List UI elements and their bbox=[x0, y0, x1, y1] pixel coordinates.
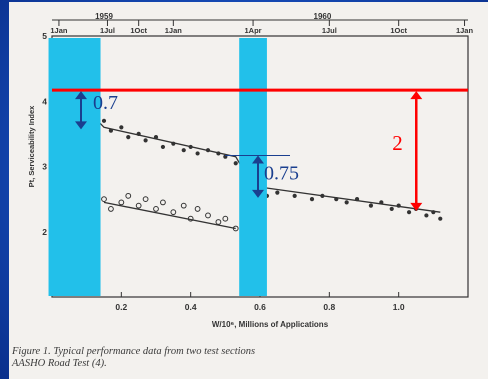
data-point-filled bbox=[143, 138, 148, 143]
data-point-filled bbox=[216, 151, 221, 156]
data-point-filled bbox=[368, 203, 374, 208]
data-point-filled bbox=[354, 197, 360, 202]
data-point-open bbox=[187, 215, 194, 222]
data-point-open bbox=[222, 215, 229, 222]
top-date-label: 1Jul bbox=[322, 26, 337, 35]
y-tick-label: 5 bbox=[42, 31, 47, 41]
data-point-open bbox=[160, 199, 166, 206]
annotations-group: 0.7 0.75 2 bbox=[52, 88, 468, 211]
data-point-filled bbox=[334, 197, 339, 202]
data-point-open bbox=[125, 192, 132, 199]
data-point-open bbox=[135, 202, 142, 209]
data-point-filled bbox=[424, 213, 429, 218]
data-point-filled bbox=[153, 135, 159, 140]
caption-line-1: Figure 1. Typical performance data from … bbox=[12, 346, 256, 357]
data-point-filled bbox=[119, 125, 124, 130]
gap-arrow-2-head-top bbox=[252, 155, 264, 164]
gap-label-2: 0.75 bbox=[264, 162, 299, 184]
data-point-filled bbox=[275, 190, 280, 195]
data-point-filled bbox=[181, 148, 186, 153]
data-point-filled bbox=[160, 144, 166, 150]
top-date-label: 1Apr bbox=[245, 26, 262, 35]
data-point-open bbox=[118, 199, 125, 206]
caption-line-2: AASHO Road Test (4). bbox=[12, 358, 107, 369]
data-point-open bbox=[215, 219, 222, 225]
figure-caption: Figure 1. Typical performance data from … bbox=[12, 346, 482, 370]
x-tick-label: 0.6 bbox=[254, 302, 266, 312]
trend-line-2 bbox=[103, 201, 236, 230]
top-date-label: 1Jul bbox=[100, 26, 115, 35]
data-point-filled bbox=[389, 206, 394, 212]
y-tick-label: 2 bbox=[42, 227, 47, 237]
gap-arrow-1 bbox=[75, 91, 87, 130]
data-point-filled bbox=[396, 203, 401, 208]
data-point-filled bbox=[171, 141, 176, 146]
x-tick-label: 0.8 bbox=[323, 302, 335, 312]
data-point-open bbox=[194, 206, 201, 212]
top-date-label: 1Jan bbox=[50, 26, 68, 35]
data-point-filled bbox=[195, 151, 200, 156]
gap-arrow-3 bbox=[410, 91, 423, 211]
data-point-filled bbox=[309, 197, 315, 202]
x-axis-title: W/10⁶, Millions of Applications bbox=[212, 320, 329, 329]
data-point-filled bbox=[233, 161, 238, 166]
data-point-filled bbox=[136, 131, 141, 136]
data-point-filled bbox=[406, 210, 412, 215]
data-point-filled bbox=[126, 135, 131, 140]
data-point-filled bbox=[438, 216, 443, 221]
x-tick-label: 0.2 bbox=[115, 302, 127, 312]
highlight-band-2 bbox=[239, 38, 267, 296]
gap-arrow-2-head-bottom bbox=[252, 189, 264, 198]
data-point-filled bbox=[101, 118, 107, 123]
x-tick-label: 1.0 bbox=[393, 302, 405, 312]
data-point-filled bbox=[108, 128, 114, 133]
top-year-label: 1960 bbox=[314, 12, 332, 21]
gap-label-3: 2 bbox=[392, 131, 403, 155]
data-point-open bbox=[180, 202, 187, 209]
highlight-bands bbox=[48, 38, 267, 296]
gap-arrow-1-head-bottom bbox=[75, 121, 87, 130]
gap-label-1: 0.7 bbox=[93, 92, 118, 114]
data-point-filled bbox=[379, 200, 384, 205]
data-point-filled bbox=[320, 193, 325, 198]
x-tick-label: 0.4 bbox=[185, 302, 197, 312]
top-date-label: 1Jan bbox=[456, 26, 474, 35]
highlight-band-1 bbox=[48, 38, 101, 296]
gap-arrow-2 bbox=[252, 155, 264, 198]
gap-arrow-1-head-top bbox=[75, 91, 87, 100]
data-point-open bbox=[170, 209, 177, 216]
data-point-filled bbox=[205, 148, 211, 153]
top-date-label: 1Oct bbox=[130, 26, 147, 35]
data-point-open bbox=[101, 196, 107, 203]
data-point-filled bbox=[292, 193, 297, 198]
gap-arrow-3-head-top bbox=[410, 91, 423, 100]
data-point-open bbox=[205, 212, 211, 219]
data-point-open bbox=[232, 225, 239, 232]
data-point-open bbox=[142, 196, 149, 203]
data-point-filled bbox=[188, 144, 193, 150]
y-axis-title: Pt, Serviceability Index bbox=[27, 105, 36, 188]
y-tick-label: 3 bbox=[42, 162, 47, 172]
top-date-label: 1Oct bbox=[390, 26, 407, 35]
gap-arrow-3-head-bottom bbox=[410, 202, 423, 211]
data-point-open bbox=[153, 206, 159, 212]
data-point-filled bbox=[431, 210, 436, 215]
data-point-filled bbox=[344, 200, 349, 205]
top-date-label: 1Jan bbox=[165, 26, 183, 35]
top-year-label: 1959 bbox=[95, 12, 113, 21]
y-tick-label: 4 bbox=[42, 96, 47, 106]
data-point-open bbox=[108, 206, 114, 212]
